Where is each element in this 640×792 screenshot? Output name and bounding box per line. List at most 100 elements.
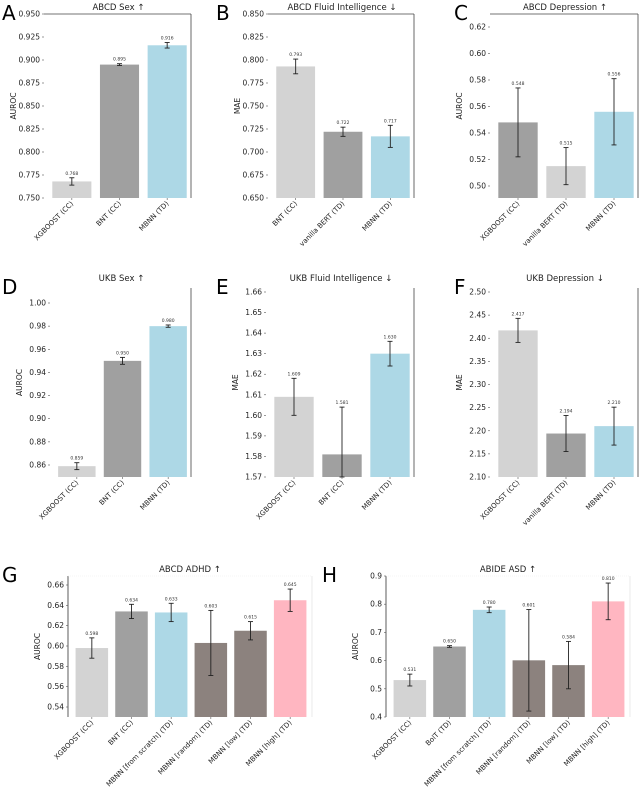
y-tick-label: 0.750 xyxy=(243,102,265,111)
value-label: 0.584 xyxy=(562,634,575,640)
bar xyxy=(234,630,267,717)
panel-g: G ABCD ADHD ↑ 0.54 0.56 0.58 0.60 0.62 0.64 0.66… xyxy=(2,563,313,789)
y-tick-label: 2.45 xyxy=(469,311,486,320)
value-label: 0.895 xyxy=(113,57,126,63)
bar xyxy=(273,600,307,717)
x-tick-label: BNT (CC) xyxy=(317,479,345,507)
y-tick-label: 0.9 xyxy=(370,572,382,581)
y-tick-label: 0.775 xyxy=(243,79,265,88)
value-label: 0.598 xyxy=(85,631,98,637)
value-label: 2.417 xyxy=(512,311,525,317)
x-tick-label: vanilla BERT (TD) xyxy=(521,479,570,528)
y-tick-label: 0.725 xyxy=(243,125,265,134)
y-tick-label: 0.60 xyxy=(469,49,486,58)
value-label: 0.645 xyxy=(284,582,297,588)
bar xyxy=(591,601,625,717)
y-tick-label: 2.15 xyxy=(469,449,486,458)
bar xyxy=(115,611,148,717)
chart-title: ABCD Sex ↑ xyxy=(92,3,144,13)
y-tick-label: 0.8 xyxy=(370,600,382,609)
y-tick-label: 0.88 xyxy=(29,437,46,446)
chart-title: ABCD ADHD ↑ xyxy=(159,565,221,575)
y-axis-label: AUROC xyxy=(351,633,360,660)
y-tick-label: 1.65 xyxy=(245,308,262,317)
x-tick-label: XGBOOST (CC) xyxy=(255,479,298,522)
y-tick-label: 1.59 xyxy=(245,431,262,440)
bar xyxy=(498,330,538,477)
y-tick-label: 0.90 xyxy=(29,414,46,423)
y-tick-label: 0.52 xyxy=(469,155,486,164)
panel-f: F UKB Depression ↓ 2.10 2.15 2.20 2.25 2.30 2.3… xyxy=(454,274,639,528)
y-tick-label: 0.800 xyxy=(243,56,265,65)
chart-title: UKB Fluid Intelligence ↓ xyxy=(290,274,393,284)
panel-letter: G xyxy=(2,563,18,587)
y-tick-label: 0.5 xyxy=(370,684,382,693)
value-label: 0.556 xyxy=(608,72,621,78)
y-axis-label: AUROC xyxy=(9,93,18,120)
bar xyxy=(147,45,187,198)
bar xyxy=(154,612,188,717)
y-tick-label: 0.94 xyxy=(29,368,46,377)
y-tick-label: 1.63 xyxy=(245,349,262,358)
x-tick-label: MBNN (TD) xyxy=(361,200,394,233)
y-tick-label: 2.25 xyxy=(469,403,486,412)
x-tick-label: MBNN [from scratch] (TD) xyxy=(105,719,175,789)
chart-title: ABIDE ASD ↑ xyxy=(480,565,536,575)
value-label: 0.859 xyxy=(70,456,83,462)
y-tick-label: 2.20 xyxy=(469,426,486,435)
y-tick-label: 0.875 xyxy=(19,79,41,88)
y-axis-label: MAE xyxy=(231,374,240,391)
y-tick-label: 0.950 xyxy=(19,10,41,19)
x-tick-label: MBNN [from scratch] (TD) xyxy=(423,719,493,789)
value-label: 0.515 xyxy=(560,141,573,147)
y-tick-label: 0.850 xyxy=(243,10,265,19)
y-tick-label: 0.92 xyxy=(29,391,46,400)
x-tick-label: BNT (CC) xyxy=(107,719,135,747)
y-tick-label: 0.86 xyxy=(29,461,46,470)
value-label: 1.581 xyxy=(336,400,349,406)
y-axis-label: AUROC xyxy=(33,633,42,660)
y-tick-label: 0.675 xyxy=(243,171,265,180)
y-tick-label: 1.61 xyxy=(245,390,262,399)
x-tick-label: BNT (CC) xyxy=(98,479,126,507)
value-label: 0.650 xyxy=(443,639,456,645)
y-tick-label: 0.850 xyxy=(19,102,41,111)
panel-a: A ABCD Sex ↑ 0.750 0.775 0.800 0.825 0.850 0.87… xyxy=(2,1,192,242)
panel-letter: D xyxy=(2,275,17,299)
bar xyxy=(472,609,506,717)
panel-d: D UKB Sex ↑ 0.86 0.88 0.90 0.92 0.94 0.96 0.98 1.… xyxy=(2,274,192,521)
value-label: 0.615 xyxy=(244,615,257,621)
x-tick-label: MBNN (TD) xyxy=(584,200,617,233)
bar xyxy=(103,360,142,477)
y-tick-label: 0.54 xyxy=(469,129,486,138)
x-tick-label: MBNN (TD) xyxy=(584,479,617,512)
value-label: 0.980 xyxy=(162,318,175,324)
y-tick-label: 1.00 xyxy=(29,299,46,308)
bar xyxy=(75,648,109,717)
bar xyxy=(323,131,363,198)
value-label: 0.810 xyxy=(602,576,615,582)
y-tick-label: 0.700 xyxy=(243,148,265,157)
y-tick-label: 0.4 xyxy=(370,713,382,722)
chart-title: ABCD Fluid Intelligence ↓ xyxy=(287,3,396,13)
chart-title: ABCD Depression ↑ xyxy=(523,3,607,13)
panel-letter: C xyxy=(454,1,468,25)
value-label: 0.768 xyxy=(65,171,78,177)
y-tick-label: 0.58 xyxy=(47,662,64,671)
value-label: 0.722 xyxy=(337,120,350,126)
x-tick-label: MBNN (TD) xyxy=(138,200,171,233)
y-tick-label: 1.60 xyxy=(245,411,262,420)
y-tick-label: 0.56 xyxy=(469,102,486,111)
bar xyxy=(52,181,92,198)
y-tick-label: 0.7 xyxy=(370,628,382,637)
panel-b: B ABCD Fluid Intelligence ↓ 0.650 0.675 0.70… xyxy=(216,1,415,249)
value-label: 1.609 xyxy=(288,371,301,377)
y-tick-label: 0.775 xyxy=(19,171,41,180)
x-tick-label: vanilla BERT (TD) xyxy=(298,200,347,249)
y-tick-label: 0.62 xyxy=(47,621,64,630)
y-tick-label: 1.62 xyxy=(245,370,262,379)
panel-letter: H xyxy=(322,563,337,587)
value-label: 0.793 xyxy=(289,52,302,58)
y-axis-label: MAE xyxy=(455,374,464,391)
y-tick-label: 0.6 xyxy=(370,656,382,665)
